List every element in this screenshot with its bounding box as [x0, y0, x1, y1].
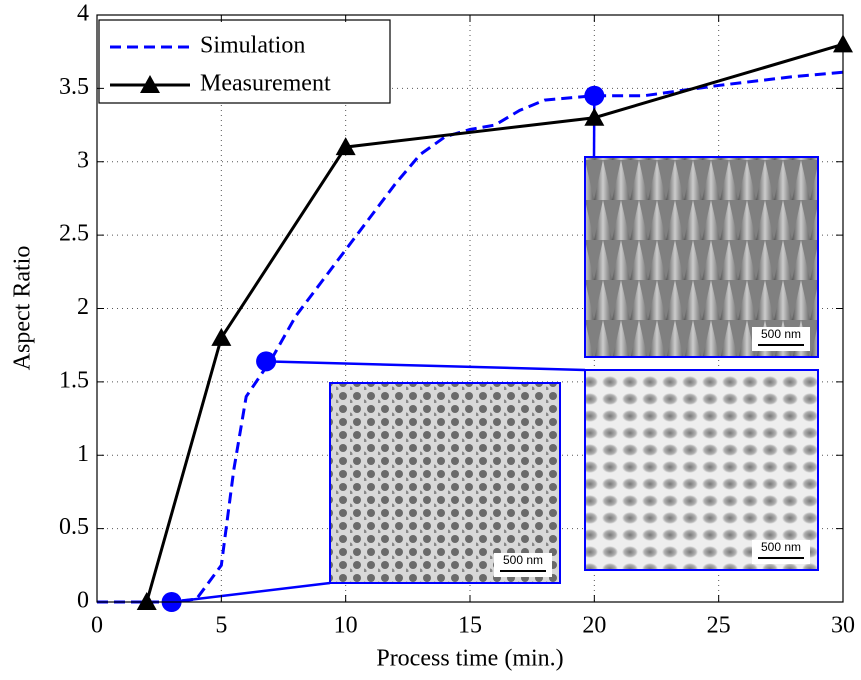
series-line — [97, 70, 844, 604]
y-tick-label: 2 — [77, 294, 89, 320]
x-tick-label: 20 — [582, 613, 606, 639]
legend-label: Simulation — [200, 33, 305, 59]
legend-marker — [140, 75, 160, 93]
connector — [171, 581, 331, 604]
plot-area — [97, 34, 853, 612]
x-tick-label: 5 — [215, 613, 227, 639]
insets: 500 nm 500 nm 500 nm — [171, 95, 819, 604]
marker — [136, 592, 157, 610]
legend: Simulation Measurement — [98, 19, 391, 104]
scale-bar-box — [752, 327, 810, 351]
y-tick-label: 0 — [77, 588, 89, 614]
y-tick-label: 2.5 — [59, 221, 89, 247]
y-tick-label: 0.5 — [59, 514, 89, 540]
x-tick-label: 10 — [334, 613, 358, 639]
scale-label: 500 nm — [503, 553, 543, 567]
scale-label: 500 nm — [761, 540, 801, 554]
y-tick-label: 4 — [77, 1, 89, 27]
x-tick-label: 0 — [91, 613, 103, 639]
scale-label: 500 nm — [761, 327, 801, 341]
marker — [211, 327, 232, 346]
connector — [266, 360, 586, 372]
scale-bar-box — [752, 540, 810, 564]
highlight-point — [584, 85, 605, 106]
legend-label: Measurement — [200, 71, 331, 97]
x-tick-label: 25 — [707, 613, 731, 639]
y-axis-label: Aspect Ratio — [10, 246, 36, 371]
x-tick-label: 30 — [831, 613, 855, 639]
y-tick-label: 3 — [77, 147, 89, 173]
y-tick-label: 1.5 — [59, 367, 89, 393]
highlight-point — [256, 351, 277, 372]
x-axis-label: Process time (min.) — [376, 646, 563, 672]
inset-image — [584, 369, 819, 571]
inset-image — [584, 156, 819, 358]
x-tick-label: 15 — [458, 613, 482, 639]
scale-bar-box — [494, 553, 552, 577]
y-tick-label: 3.5 — [59, 74, 89, 100]
inset-image — [329, 382, 561, 584]
marker — [335, 137, 356, 156]
y-tick-label: 1 — [77, 441, 89, 467]
marker — [584, 107, 605, 126]
